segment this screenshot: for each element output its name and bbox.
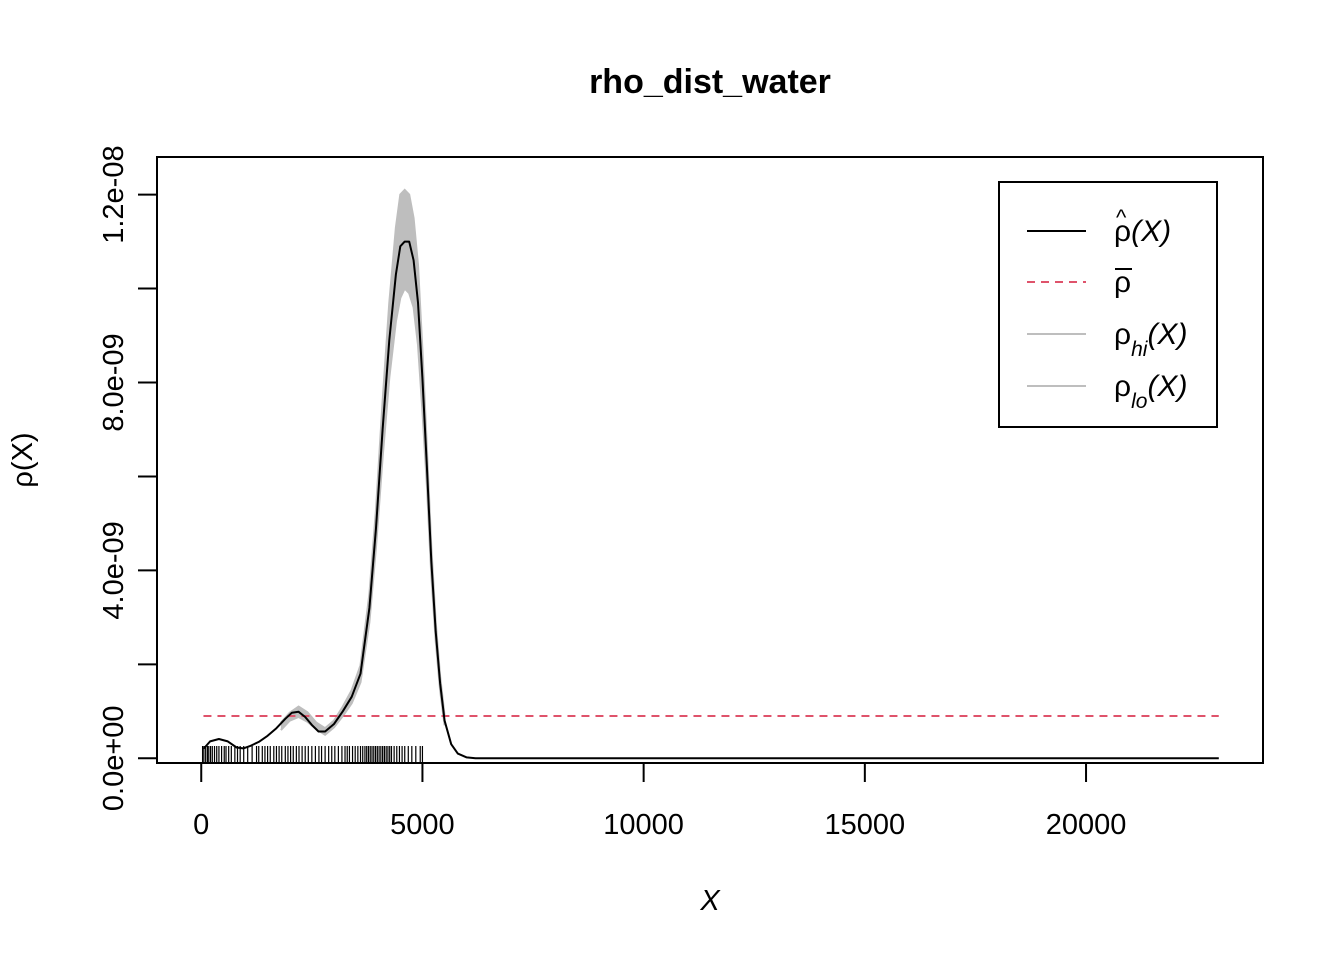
y-axis: 0.0e+00 4.0e-09 8.0e-09 1.2e-08 bbox=[98, 145, 158, 811]
legend-label: ρ(X) bbox=[1114, 215, 1171, 248]
x-axis: 0 5000 10000 15000 20000 bbox=[193, 762, 1127, 841]
x-axis-label: X bbox=[699, 885, 721, 917]
y-axis-label: ρ(X) bbox=[7, 432, 39, 487]
chart-title: rho_dist_water bbox=[589, 63, 831, 101]
estimate-line-layer bbox=[202, 240, 1219, 760]
estimate-line bbox=[202, 240, 1219, 760]
legend-item-hi: ρhi(X) bbox=[1027, 318, 1187, 361]
rug-marks bbox=[201, 746, 424, 763]
legend: ρ(X)^ ρ ρhi(X) ρlo(X) bbox=[998, 181, 1218, 428]
legend-item-average: ρ bbox=[1027, 266, 1132, 299]
y-tick-label: 8.0e-09 bbox=[98, 333, 130, 431]
x-tick-label: 5000 bbox=[390, 809, 455, 841]
legend-item-lo: ρlo(X) bbox=[1027, 370, 1187, 413]
y-tick-label: 0.0e+00 bbox=[98, 705, 130, 811]
legend-label: ρ bbox=[1114, 266, 1131, 299]
x-tick-label: 10000 bbox=[603, 809, 684, 841]
legend-item-estimate: ρ(X)^ bbox=[1027, 205, 1171, 248]
x-tick-label: 20000 bbox=[1046, 809, 1127, 841]
y-tick-label: 4.0e-09 bbox=[98, 521, 130, 619]
band-upper-line bbox=[280, 188, 446, 730]
legend-label: ρhi(X) bbox=[1114, 318, 1187, 361]
legend-label: ρlo(X) bbox=[1114, 370, 1187, 413]
x-tick-label: 15000 bbox=[825, 809, 906, 841]
legend-hat: ^ bbox=[1116, 205, 1127, 230]
x-tick-label: 0 bbox=[193, 809, 209, 841]
y-tick-label: 1.2e-08 bbox=[98, 145, 130, 243]
